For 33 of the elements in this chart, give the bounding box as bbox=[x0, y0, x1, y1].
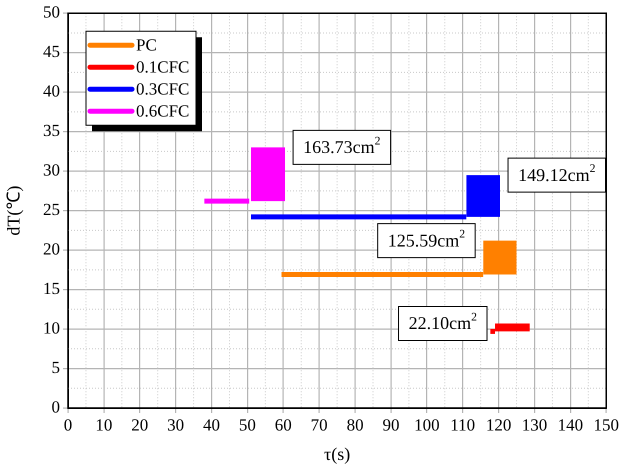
x-tick-label: 30 bbox=[167, 416, 184, 435]
x-tick-label: 60 bbox=[274, 416, 292, 435]
x-tick-label: 100 bbox=[414, 416, 440, 435]
y-tick-label: 50 bbox=[43, 2, 60, 22]
x-tick-label: 120 bbox=[486, 416, 512, 435]
x-tick-label: 70 bbox=[310, 416, 328, 435]
y-tick-label: 0 bbox=[52, 397, 60, 416]
y-tick-label: 10 bbox=[43, 318, 60, 338]
y-tick-label: 25 bbox=[43, 200, 60, 220]
x-tick-label: 0 bbox=[64, 416, 72, 435]
x-axis-title: τ(s) bbox=[324, 444, 350, 464]
x-tick-label: 20 bbox=[131, 416, 148, 435]
y-tick-label: 20 bbox=[43, 240, 60, 259]
y-tick-label: 15 bbox=[43, 279, 60, 298]
legend-label: 0.3CFC bbox=[136, 80, 190, 99]
x-tick-label: 140 bbox=[558, 416, 584, 435]
y-tick-label: 35 bbox=[43, 121, 60, 140]
x-tick-label: 50 bbox=[238, 416, 256, 435]
y-tick-label: 45 bbox=[43, 42, 60, 62]
x-tick-label: 150 bbox=[594, 416, 619, 435]
y-axis-title: dT(℃) bbox=[4, 186, 24, 236]
x-tick-label: 80 bbox=[346, 416, 364, 435]
legend-label: 0.1CFC bbox=[136, 58, 190, 77]
x-tick-label: 40 bbox=[203, 416, 220, 435]
x-tick-label: 10 bbox=[95, 416, 112, 435]
y-tick-label: 30 bbox=[43, 160, 60, 180]
x-tick-label: 90 bbox=[382, 416, 400, 435]
legend-label: 0.6CFC bbox=[136, 102, 190, 121]
x-tick-label: 110 bbox=[450, 416, 476, 435]
y-tick-label: 40 bbox=[43, 82, 60, 101]
legend-label: PC bbox=[136, 36, 157, 55]
y-tick-label: 5 bbox=[52, 358, 60, 377]
x-tick-label: 130 bbox=[522, 416, 548, 435]
